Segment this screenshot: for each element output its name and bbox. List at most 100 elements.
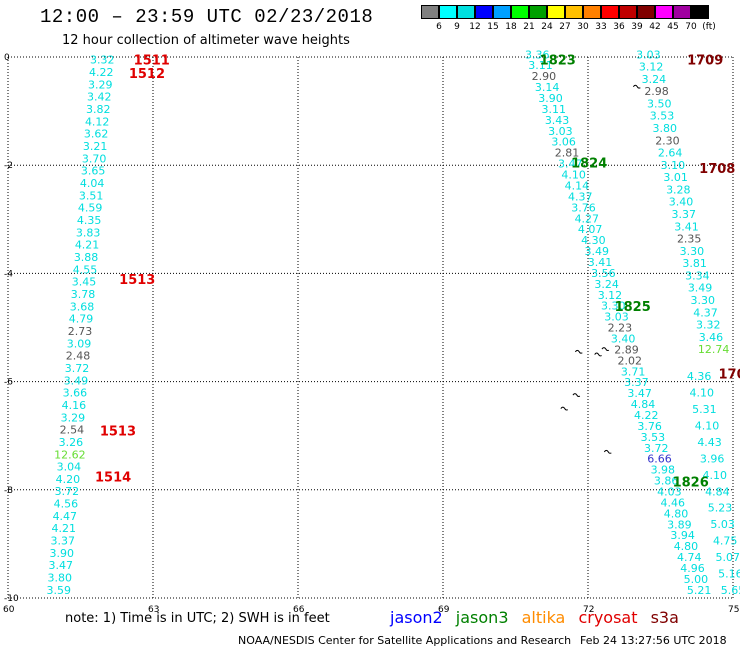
- pass-time-label: 1514: [95, 470, 131, 485]
- wave-height-value: 4.16: [62, 399, 87, 412]
- wave-height-value: 3.40: [669, 196, 694, 209]
- wave-height-value: 2.30: [655, 134, 680, 147]
- legend-jason3: jason3: [455, 608, 509, 627]
- wave-height-value: 3.47: [558, 158, 583, 171]
- wave-height-value: 3.11: [542, 103, 567, 116]
- wave-height-value: 4.79: [69, 313, 94, 326]
- credit-line: NOAA/NESDIS Center for Satellite Applica…: [238, 634, 572, 647]
- wave-height-value: 4.96: [680, 562, 705, 575]
- pass-time-label: 1709: [687, 54, 723, 69]
- wave-height-value: 4.14: [565, 179, 590, 192]
- wave-height-value: 3.81: [682, 257, 707, 270]
- wave-height-value: 5.65: [721, 584, 740, 597]
- wave-height-value: 4.74: [677, 551, 702, 564]
- scale-swatch: [547, 5, 565, 19]
- wave-height-value: 3.83: [76, 226, 101, 239]
- wave-height-value: 2.48: [66, 350, 91, 363]
- wave-height-value: 3.12: [598, 289, 623, 302]
- wave-height-value: 3.29: [61, 411, 86, 424]
- wave-height-value: 5.07: [716, 551, 740, 564]
- wave-height-value: 4.21: [75, 239, 100, 252]
- wave-height-value: 2.81: [555, 147, 580, 160]
- satellite-legend: jason2 jason3 altika cryosat s3a: [390, 608, 687, 627]
- wave-height-value: 5.31: [692, 403, 717, 416]
- wave-height-value: 3.53: [641, 431, 666, 444]
- wave-height-value: 3.47: [627, 387, 652, 400]
- wave-height-value: 2.64: [658, 147, 683, 160]
- wave-height-value: 3.56: [591, 267, 616, 280]
- scale-swatch: [691, 5, 709, 19]
- pass-time-label: 1826: [673, 476, 709, 491]
- island-mark: [560, 406, 569, 411]
- lat-tick-label: -4: [4, 269, 13, 279]
- wave-height-value: 4.43: [697, 436, 722, 449]
- wave-height-value: 4.46: [660, 496, 685, 509]
- page-title: 12:00 – 23:59 UTC 02/23/2018: [40, 6, 374, 28]
- wave-height-value: 3.59: [47, 584, 72, 597]
- wave-height-value: 3.46: [699, 331, 724, 344]
- scale-label: 70: [685, 22, 697, 32]
- wave-height-value: 2.23: [608, 322, 633, 335]
- scale-label: 9: [454, 22, 460, 32]
- wave-height-value: 6.66: [647, 453, 672, 466]
- wave-height-value: 3.72: [65, 362, 90, 375]
- wave-height-value: 3.72: [644, 442, 669, 455]
- scale-label: 24: [541, 22, 553, 32]
- lon-tick-label: 60: [3, 605, 15, 615]
- wave-height-value: 3.96: [700, 452, 725, 465]
- wave-height-value: 4.20: [56, 473, 81, 486]
- wave-height-value: 3.50: [647, 97, 672, 110]
- wave-height-value: 2.98: [644, 85, 669, 98]
- wave-height-value: 3.32: [696, 319, 721, 332]
- wave-height-value: 3.70: [82, 152, 107, 165]
- scale-swatch: [619, 5, 637, 19]
- wave-height-value: 3.76: [571, 201, 596, 214]
- wave-height-value: 3.86: [654, 475, 679, 488]
- scale-swatch: [655, 5, 673, 19]
- wave-height-value: 2.90: [532, 70, 557, 83]
- wave-height-value: 12.74: [698, 343, 730, 356]
- wave-height-value: 3.80: [48, 572, 73, 585]
- scale-label: 18: [505, 22, 517, 32]
- wave-height-value: 3.42: [87, 91, 112, 104]
- pass-time-label: 1824: [571, 156, 607, 171]
- wave-height-value: 3.51: [79, 189, 104, 202]
- lat-tick-label: -8: [4, 486, 13, 496]
- wave-height-value: 5.00: [684, 573, 709, 586]
- scale-swatch: [565, 5, 583, 19]
- wave-height-value: 4.37: [693, 306, 718, 319]
- wave-height-value: 3.43: [545, 114, 570, 127]
- scale-label: 45: [667, 22, 679, 32]
- wave-height-value: 2.54: [60, 424, 85, 437]
- legend-jason2: jason2: [390, 608, 443, 627]
- scale-swatch: [529, 5, 547, 19]
- wave-height-value: 3.21: [83, 140, 108, 153]
- wave-height-value: 5.16: [718, 567, 740, 580]
- lon-tick-label: 69: [438, 605, 450, 615]
- wave-height-value: 3.76: [637, 420, 662, 433]
- wave-height-value: 2.02: [618, 354, 643, 367]
- wave-height-value: 3.34: [685, 269, 710, 282]
- wave-height-value: 3.30: [601, 300, 626, 313]
- wave-height-value: 4.59: [78, 202, 103, 215]
- wave-height-value: 3.37: [624, 376, 649, 389]
- scale-swatch: [475, 5, 493, 19]
- wave-height-value: 3.09: [67, 337, 92, 350]
- lat-tick-label: -6: [4, 378, 13, 388]
- wave-height-value: 3.37: [672, 208, 697, 221]
- scale-swatch: [439, 5, 457, 19]
- pass-time-label: 1513: [119, 273, 155, 288]
- wave-height-value: 3.30: [680, 245, 705, 258]
- pass-time-label: 1513: [100, 424, 136, 439]
- legend-s3a: s3a: [650, 608, 679, 627]
- lon-tick-label: 72: [583, 605, 594, 615]
- pass-time-label: 170: [719, 367, 740, 382]
- lat-tick-label: -10: [4, 594, 19, 604]
- wave-height-value: 4.36: [687, 370, 712, 383]
- wave-height-value: 3.40: [611, 332, 636, 345]
- wave-height-value: 3.88: [74, 251, 99, 264]
- wave-height-value: 4.37: [568, 190, 593, 203]
- scale-label: 21: [523, 22, 535, 32]
- wave-height-value: 3.47: [49, 559, 74, 572]
- scale-swatch: [673, 5, 691, 19]
